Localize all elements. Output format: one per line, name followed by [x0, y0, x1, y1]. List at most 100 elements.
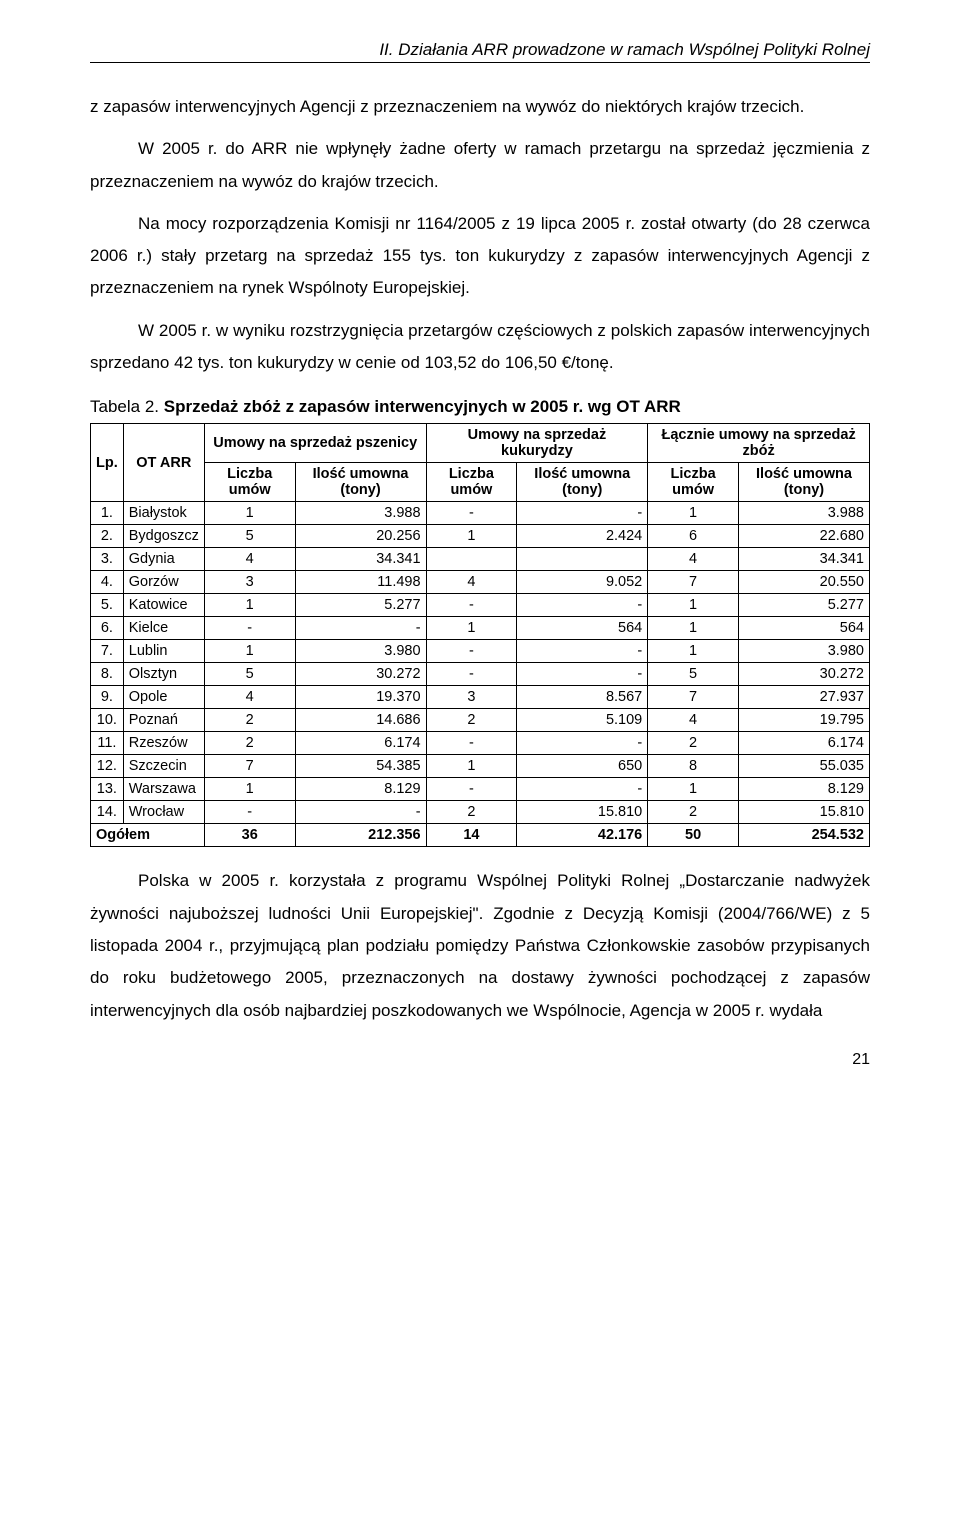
- cell-l-t: 15.810: [738, 801, 869, 824]
- cell-l-n: 4: [648, 548, 739, 571]
- cell-p-t: 11.498: [295, 571, 426, 594]
- cell-l-n: 1: [648, 617, 739, 640]
- cell-p-t: 14.686: [295, 709, 426, 732]
- table-caption: Tabela 2. Sprzedaż zbóż z zapasów interw…: [90, 397, 870, 417]
- cell-k-n: 4: [426, 571, 517, 594]
- cell-k-t: -: [517, 594, 648, 617]
- col-group-lacznie: Łącznie umowy na sprzedaż zbóż: [648, 424, 870, 463]
- cell-name: Wrocław: [123, 801, 204, 824]
- cell-l-n: 1: [648, 594, 739, 617]
- cell-name: Opole: [123, 686, 204, 709]
- cell-total-k-t: 42.176: [517, 824, 648, 847]
- cell-lp: 9.: [91, 686, 124, 709]
- cell-l-t: 3.980: [738, 640, 869, 663]
- cell-k-t: -: [517, 663, 648, 686]
- cell-k-n: 1: [426, 617, 517, 640]
- cell-p-n: 1: [204, 594, 295, 617]
- col-ilosc-2: Ilość umowna (tony): [517, 463, 648, 502]
- cell-k-n: 1: [426, 525, 517, 548]
- cell-name: Lublin: [123, 640, 204, 663]
- cell-lp: 4.: [91, 571, 124, 594]
- table-caption-prefix: Tabela 2.: [90, 397, 159, 416]
- cell-p-n: 5: [204, 663, 295, 686]
- grain-sales-table: Lp. OT ARR Umowy na sprzedaż pszenicy Um…: [90, 423, 870, 847]
- page-number: 21: [90, 1051, 870, 1069]
- cell-k-n: -: [426, 640, 517, 663]
- table-row: 7.Lublin13.980--13.980: [91, 640, 870, 663]
- cell-total-p-t: 212.356: [295, 824, 426, 847]
- cell-name: Szczecin: [123, 755, 204, 778]
- cell-lp: 10.: [91, 709, 124, 732]
- paragraph-4: W 2005 r. w wyniku rozstrzygnięcia przet…: [90, 315, 870, 380]
- cell-name: Białystok: [123, 502, 204, 525]
- cell-p-n: -: [204, 801, 295, 824]
- cell-lp: 13.: [91, 778, 124, 801]
- cell-k-t: 9.052: [517, 571, 648, 594]
- cell-l-n: 1: [648, 502, 739, 525]
- cell-p-n: 5: [204, 525, 295, 548]
- cell-total-l-n: 50: [648, 824, 739, 847]
- col-group-kukurydza: Umowy na sprzedaż kukurydzy: [426, 424, 648, 463]
- table-row: 5.Katowice15.277--15.277: [91, 594, 870, 617]
- table-body: 1.Białystok13.988--13.9882.Bydgoszcz520.…: [91, 502, 870, 847]
- cell-p-t: 3.980: [295, 640, 426, 663]
- cell-k-t: 8.567: [517, 686, 648, 709]
- col-ilosc-1: Ilość umowna (tony): [295, 463, 426, 502]
- cell-l-t: 30.272: [738, 663, 869, 686]
- cell-k-n: 1: [426, 755, 517, 778]
- col-liczba-1: Liczba umów: [204, 463, 295, 502]
- cell-l-n: 5: [648, 663, 739, 686]
- cell-k-n: -: [426, 502, 517, 525]
- cell-k-t: 2.424: [517, 525, 648, 548]
- cell-k-n: 2: [426, 801, 517, 824]
- cell-k-n: [426, 548, 517, 571]
- table-row: 2.Bydgoszcz520.25612.424622.680: [91, 525, 870, 548]
- cell-l-t: 5.277: [738, 594, 869, 617]
- cell-p-n: 1: [204, 502, 295, 525]
- cell-name: Poznań: [123, 709, 204, 732]
- cell-name: Warszawa: [123, 778, 204, 801]
- cell-name: Gdynia: [123, 548, 204, 571]
- cell-p-n: 2: [204, 709, 295, 732]
- cell-p-t: 34.341: [295, 548, 426, 571]
- cell-l-t: 34.341: [738, 548, 869, 571]
- col-group-pszenica: Umowy na sprzedaż pszenicy: [204, 424, 426, 463]
- cell-lp: 5.: [91, 594, 124, 617]
- cell-k-n: -: [426, 732, 517, 755]
- cell-k-t: 564: [517, 617, 648, 640]
- cell-k-t: 15.810: [517, 801, 648, 824]
- paragraph-3: Na mocy rozporządzenia Komisji nr 1164/2…: [90, 208, 870, 305]
- cell-p-t: 54.385: [295, 755, 426, 778]
- cell-k-n: 2: [426, 709, 517, 732]
- table-row: 1.Białystok13.988--13.988: [91, 502, 870, 525]
- cell-l-t: 19.795: [738, 709, 869, 732]
- cell-l-n: 2: [648, 801, 739, 824]
- paragraph-2: W 2005 r. do ARR nie wpłynęły żadne ofer…: [90, 133, 870, 198]
- cell-lp: 7.: [91, 640, 124, 663]
- paragraph-1: z zapasów interwencyjnych Agencji z prze…: [90, 91, 870, 123]
- cell-l-n: 1: [648, 778, 739, 801]
- cell-k-n: -: [426, 594, 517, 617]
- cell-p-n: 2: [204, 732, 295, 755]
- cell-k-n: -: [426, 663, 517, 686]
- cell-lp: 8.: [91, 663, 124, 686]
- cell-l-n: 7: [648, 571, 739, 594]
- cell-k-n: -: [426, 778, 517, 801]
- cell-name: Gorzów: [123, 571, 204, 594]
- col-lp: Lp.: [91, 424, 124, 502]
- cell-p-t: -: [295, 801, 426, 824]
- cell-name: Katowice: [123, 594, 204, 617]
- cell-l-t: 20.550: [738, 571, 869, 594]
- cell-l-n: 6: [648, 525, 739, 548]
- cell-lp: 3.: [91, 548, 124, 571]
- table-row: 11.Rzeszów26.174--26.174: [91, 732, 870, 755]
- cell-p-t: 20.256: [295, 525, 426, 548]
- cell-p-n: 7: [204, 755, 295, 778]
- cell-total-p-n: 36: [204, 824, 295, 847]
- cell-lp: 2.: [91, 525, 124, 548]
- table-row: 8.Olsztyn530.272--530.272: [91, 663, 870, 686]
- cell-l-t: 55.035: [738, 755, 869, 778]
- cell-p-t: 3.988: [295, 502, 426, 525]
- cell-k-t: -: [517, 732, 648, 755]
- cell-p-n: 1: [204, 778, 295, 801]
